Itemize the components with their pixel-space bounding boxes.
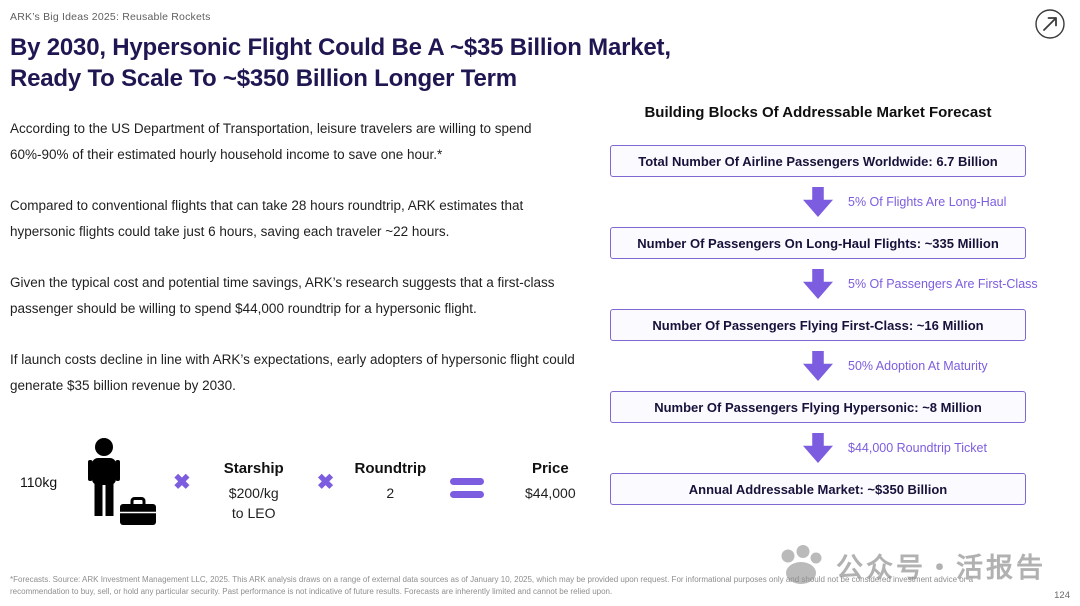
multiply-icon: ✖ (173, 471, 191, 494)
watermark-text: 公众号・活报告 (836, 552, 1046, 583)
roundtrip-title: Roundtrip (354, 460, 427, 477)
paragraph-4: If launch costs decline in line with ARK… (10, 352, 575, 393)
equals-icon (450, 478, 485, 498)
down-arrow-icon (803, 187, 833, 217)
price-term: Price $44,000 (504, 460, 596, 503)
eyebrow: ARK’s Big Ideas 2025: Reusable Rockets (10, 11, 211, 23)
body-text: According to the US Department of Transp… (10, 116, 575, 424)
forecast-box-5: Annual Addressable Market: ~$350 Billion (610, 473, 1026, 505)
page-number: 124 (1054, 590, 1070, 601)
forecast-box-3: Number Of Passengers Flying First-Class:… (610, 309, 1026, 341)
starship-cost: $200/kg (228, 485, 279, 501)
paragraph-1: According to the US Department of Transp… (10, 121, 532, 162)
arrow-label-4: $44,000 Roundtrip Ticket (848, 441, 987, 455)
person-icon (88, 438, 121, 516)
down-arrow-icon (803, 269, 833, 299)
down-arrow-icon (803, 433, 833, 463)
roundtrip-value: 2 (386, 485, 395, 501)
ark-logo-icon (1034, 8, 1066, 40)
forecast-step-2: 5% Of Passengers Are First-Class (610, 259, 1038, 309)
weight-label: 110kg (20, 474, 58, 490)
traveler-figure (69, 438, 157, 528)
forecast-heading: Building Blocks Of Addressable Market Fo… (644, 104, 992, 121)
watermark-icon (781, 545, 822, 584)
multiply-icon: ✖ (316, 471, 335, 494)
forecast-step-4: $44,000 Roundtrip Ticket (610, 423, 1026, 473)
arrow-label-2: 5% Of Passengers Are First-Class (848, 277, 1038, 291)
forecast-step-1: 5% Of Flights Are Long-Haul (610, 177, 1026, 227)
forecast-box-1: Total Number Of Airline Passengers World… (610, 145, 1026, 177)
price-formula: 110kg ✖ Starship $200/kg to LEO ✖ (20, 438, 596, 528)
starship-term: Starship $200/kg to LEO (207, 460, 301, 523)
arrow-label-1: 5% Of Flights Are Long-Haul (848, 195, 1007, 209)
footnote: *Forecasts. Source: ARK Investment Manag… (10, 575, 974, 596)
arrow-label-3: 50% Adoption At Maturity (848, 359, 988, 373)
price-value: $44,000 (525, 485, 576, 501)
starship-destination: to LEO (231, 505, 276, 521)
down-arrow-icon (803, 351, 833, 381)
forecast-box-4: Number Of Passengers Flying Hypersonic: … (610, 391, 1026, 423)
briefcase-icon (120, 497, 157, 525)
title-line1: By 2030, Hypersonic Flight Could Be A ~$… (10, 34, 671, 61)
price-title: Price (531, 460, 569, 477)
paragraph-3: Given the typical cost and potential tim… (10, 275, 555, 316)
page-title: By 2030, Hypersonic Flight Could Be A ~$… (10, 32, 671, 94)
watermark: 公众号・活报告 (778, 545, 1046, 585)
roundtrip-term: Roundtrip 2 (350, 460, 430, 503)
title-line2: Ready To Scale To ~$350 Billion Longer T… (10, 65, 517, 93)
paragraph-2: Compared to conventional flights that ca… (10, 198, 524, 239)
forecast-panel: Building Blocks Of Addressable Market Fo… (610, 104, 1038, 505)
forecast-step-3: 50% Adoption At Maturity (610, 341, 1026, 391)
forecast-box-2: Number Of Passengers On Long-Haul Flight… (610, 227, 1026, 259)
starship-title: Starship (223, 460, 284, 477)
